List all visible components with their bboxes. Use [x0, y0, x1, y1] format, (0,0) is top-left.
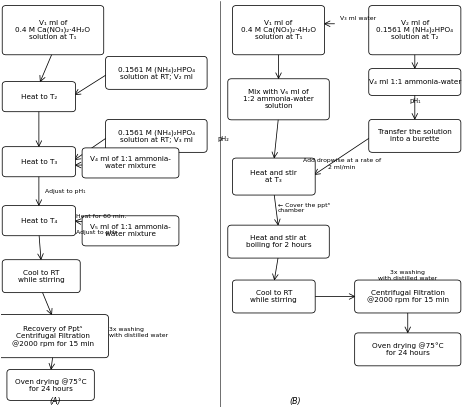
Text: 3x washing
with distilled water: 3x washing with distilled water	[378, 271, 438, 281]
FancyBboxPatch shape	[2, 82, 75, 112]
FancyBboxPatch shape	[82, 148, 179, 178]
Text: Heat for 60 min.: Heat for 60 min.	[76, 214, 127, 219]
FancyBboxPatch shape	[2, 146, 75, 177]
FancyBboxPatch shape	[2, 260, 80, 293]
Text: Add dropwise at a rate of
2 ml/min: Add dropwise at a rate of 2 ml/min	[303, 158, 381, 169]
Text: V₄ ml 1:1 ammonia-water: V₄ ml 1:1 ammonia-water	[369, 79, 461, 85]
FancyBboxPatch shape	[355, 280, 461, 313]
FancyBboxPatch shape	[2, 6, 104, 55]
Text: 0.1561 M (NH₄)₂HPO₄
solution at RT; V₂ ml: 0.1561 M (NH₄)₂HPO₄ solution at RT; V₂ m…	[118, 66, 195, 80]
FancyBboxPatch shape	[82, 216, 179, 246]
FancyBboxPatch shape	[355, 333, 461, 366]
Text: Adjust to pH₁: Adjust to pH₁	[45, 188, 85, 194]
Text: Heat to T₄: Heat to T₄	[21, 218, 57, 224]
Text: Heat to T₂: Heat to T₂	[21, 94, 57, 100]
FancyBboxPatch shape	[106, 120, 207, 152]
Text: V₄ ml of 1:1 ammonia-
water mixture: V₄ ml of 1:1 ammonia- water mixture	[90, 156, 171, 169]
Text: Oven drying @75°C
for 24 hours: Oven drying @75°C for 24 hours	[15, 378, 86, 392]
Text: Transfer the solution
into a burette: Transfer the solution into a burette	[378, 129, 452, 142]
Text: Mix with V₆ ml of
1:2 ammonia-water
solution: Mix with V₆ ml of 1:2 ammonia-water solu…	[243, 89, 314, 109]
Text: Heat and stir
at T₃: Heat and stir at T₃	[250, 170, 297, 183]
FancyBboxPatch shape	[232, 6, 325, 55]
Text: (B): (B)	[289, 397, 301, 406]
FancyBboxPatch shape	[232, 158, 315, 195]
FancyBboxPatch shape	[369, 6, 461, 55]
Text: Heat to T₃: Heat to T₃	[21, 159, 57, 165]
Text: pH₁: pH₁	[409, 98, 420, 104]
Text: V₁ ml of
0.4 M Ca(NO₃)₂·4H₂O
solution at T₁: V₁ ml of 0.4 M Ca(NO₃)₂·4H₂O solution at…	[16, 20, 91, 40]
FancyBboxPatch shape	[369, 69, 461, 95]
FancyBboxPatch shape	[2, 206, 75, 236]
FancyBboxPatch shape	[106, 56, 207, 89]
Text: Oven drying @75°C
for 24 hours: Oven drying @75°C for 24 hours	[372, 342, 444, 356]
FancyBboxPatch shape	[0, 315, 109, 358]
Text: ← Cover the pptⁿ
chamber: ← Cover the pptⁿ chamber	[278, 203, 330, 213]
Text: Centrifugal Filtration
@2000 rpm for 15 min: Centrifugal Filtration @2000 rpm for 15 …	[367, 290, 449, 304]
FancyBboxPatch shape	[7, 370, 94, 400]
Text: V₃ ml water: V₃ ml water	[340, 16, 376, 20]
Text: V₂ ml of
0.1561 M (NH₄)₂HPO₄
solution at T₂: V₂ ml of 0.1561 M (NH₄)₂HPO₄ solution at…	[376, 20, 453, 40]
Text: 3x washing
with distilled water: 3x washing with distilled water	[109, 328, 168, 338]
Text: Cool to RT
while stirring: Cool to RT while stirring	[18, 270, 64, 283]
FancyBboxPatch shape	[228, 79, 329, 120]
FancyBboxPatch shape	[228, 225, 329, 258]
Text: V₁ ml of
0.4 M Ca(NO₃)₂·4H₂O
solution at T₁: V₁ ml of 0.4 M Ca(NO₃)₂·4H₂O solution at…	[241, 20, 316, 40]
Text: Cool to RT
while stirring: Cool to RT while stirring	[250, 290, 297, 303]
FancyBboxPatch shape	[369, 120, 461, 152]
Text: (A): (A)	[49, 397, 61, 406]
Text: V₅ ml of 1:1 ammonia-
water mixture: V₅ ml of 1:1 ammonia- water mixture	[90, 224, 171, 237]
Text: Adjust to pH₂: Adjust to pH₂	[75, 230, 116, 235]
Text: Heat and stir at
boiling for 2 hours: Heat and stir at boiling for 2 hours	[246, 235, 311, 248]
Text: 0.1561 M (NH₄)₂HPO₄
solution at RT; V₃ ml: 0.1561 M (NH₄)₂HPO₄ solution at RT; V₃ m…	[118, 129, 195, 143]
Text: pH₂: pH₂	[218, 136, 229, 142]
FancyBboxPatch shape	[232, 280, 315, 313]
Text: Recovery of Pptˢ
Centrifugal Filtration
@2000 rpm for 15 min: Recovery of Pptˢ Centrifugal Filtration …	[12, 326, 94, 347]
